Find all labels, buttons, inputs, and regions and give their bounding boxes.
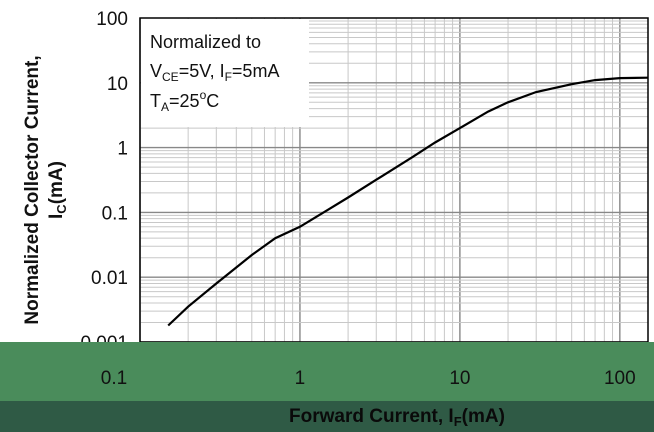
annotation-box — [141, 19, 309, 127]
annotation-line-2: VCE=5V, IF=5mA — [150, 61, 279, 84]
series-curve — [167, 76, 649, 327]
y-tick-label: 0.1 — [102, 203, 128, 224]
y-axis-title-line-1: Normalized Collector Current, — [22, 55, 43, 324]
x-tick-label: 10 — [449, 368, 470, 389]
y-tick-label: 0.01 — [91, 268, 128, 289]
y-axis-title-line-2: IC(mA) — [46, 161, 69, 219]
x-tick-label: 1 — [295, 368, 306, 389]
y-tick-label: 1 — [117, 139, 128, 160]
annotation-line-3: TA=25oC — [150, 88, 219, 114]
x-tick-labels: 0.1 1 10 100 — [101, 368, 636, 389]
x-axis-band — [0, 342, 654, 401]
annotation-line-1: Normalized to — [150, 32, 261, 52]
x-axis-title: Forward Current, IF(mA) — [289, 406, 505, 429]
x-tick-label: 0.1 — [101, 368, 127, 389]
y-tick-label: 100 — [96, 9, 128, 30]
x-axis-title-band — [0, 401, 654, 432]
y-tick-label: 10 — [107, 74, 128, 95]
x-tick-label: 100 — [604, 368, 636, 389]
y-axis-title: Normalized Collector Current, IC(mA) — [22, 55, 69, 324]
